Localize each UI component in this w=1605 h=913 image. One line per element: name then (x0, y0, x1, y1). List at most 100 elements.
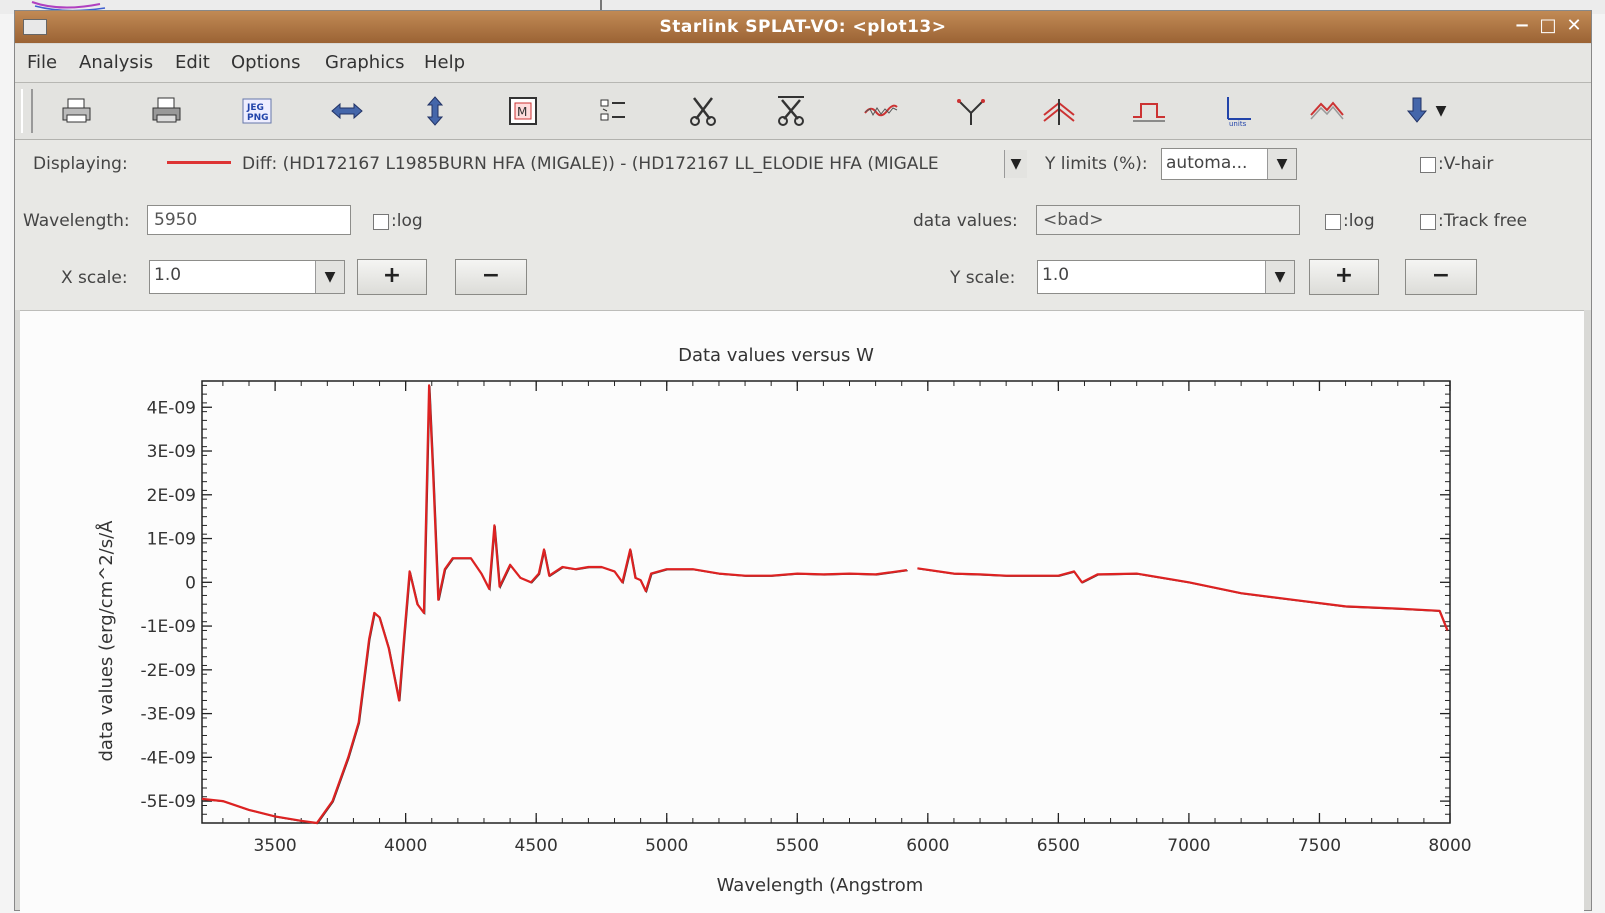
menu-file[interactable]: File (27, 52, 58, 73)
filter-region-button[interactable] (1127, 91, 1171, 131)
y-tick-label: 2E-09 (147, 486, 196, 506)
y-tick-label: 3E-09 (147, 442, 196, 462)
spectrum-shadow-line (918, 568, 1449, 632)
close-icon[interactable]: ✕ (1566, 15, 1582, 36)
fit-width-button[interactable] (325, 91, 369, 131)
download-icon (1406, 97, 1428, 123)
ylimits-value: automa... (1166, 153, 1248, 173)
maximize-icon[interactable]: □ (1539, 15, 1557, 36)
menu-edit[interactable]: Edit (175, 52, 210, 73)
x-tick-label: 5000 (645, 836, 688, 856)
list-icon (600, 99, 625, 121)
y-tick-label: -2E-09 (141, 661, 196, 681)
xscale-plus-button[interactable]: + (357, 259, 427, 295)
xscale-minus-button[interactable]: − (455, 259, 527, 295)
print-file-button[interactable] (145, 91, 189, 131)
chevron-down-icon: ▼ (315, 261, 344, 293)
y-tick-label: -5E-09 (141, 792, 196, 812)
y-tick-label: 0 (185, 573, 196, 593)
xscale-select[interactable]: 1.0 ▼ (149, 260, 345, 294)
splat-vo-plot-window: Starlink SPLAT-VO: <plot13> − □ ✕ File A… (14, 10, 1592, 913)
toolbar-grip[interactable] (21, 89, 33, 133)
jpeg-png-button[interactable]: JEG PNG (235, 91, 279, 131)
spectrum-shadow-line (202, 385, 908, 825)
menu-analysis[interactable]: Analysis (79, 52, 154, 73)
chart-title: Data values versus W (678, 345, 874, 366)
spectrum-name: Diff: (HD172167 L1985BURN HFA (MIGALE)) … (242, 154, 939, 174)
units-button[interactable]: units (1215, 91, 1259, 131)
x-tick-label: 6500 (1037, 836, 1080, 856)
chevron-down-icon: ▼ (1267, 149, 1296, 179)
x-tick-label: 8000 (1428, 836, 1471, 856)
x-axis-label: Wavelength (Angstrom (717, 875, 924, 896)
download-button[interactable] (1395, 91, 1439, 131)
x-tick-label: 3500 (253, 836, 296, 856)
cut-button[interactable] (681, 91, 725, 131)
log-x-label: :log (391, 211, 423, 231)
line-fit-button[interactable] (949, 91, 993, 131)
zoom-region-button[interactable]: M (501, 91, 545, 131)
window-menu-icon[interactable] (23, 19, 47, 35)
menu-graphics[interactable]: Graphics (325, 52, 405, 73)
x-tick-label: 4000 (384, 836, 427, 856)
log-x-checkbox[interactable] (373, 214, 389, 230)
smooth-icon (864, 104, 898, 117)
xscale-label: X scale: (61, 268, 128, 288)
y-axis-label: data values (erg/cm^2/s/Å (95, 520, 117, 762)
yscale-select[interactable]: 1.0 ▼ (1037, 260, 1295, 294)
flux-button[interactable] (1305, 91, 1349, 131)
spectrum-line-1 (201, 384, 908, 825)
cut-all-button[interactable] (769, 91, 813, 131)
print-button[interactable] (55, 91, 99, 131)
background-divider (600, 0, 602, 14)
yscale-minus-button[interactable]: − (1405, 259, 1477, 295)
svg-text:M: M (517, 105, 527, 119)
wavelength-input[interactable] (147, 205, 351, 235)
trackfree-checkbox[interactable] (1420, 214, 1436, 230)
window-title: Starlink SPLAT-VO: <plot13> (659, 17, 947, 37)
cut-all-icon (778, 96, 804, 126)
y-tick-label: 4E-09 (147, 398, 196, 418)
minimize-icon[interactable]: − (1514, 15, 1530, 36)
zoom-region-icon: M (509, 97, 537, 125)
y-tick-label: -1E-09 (141, 617, 196, 637)
y-tick-label: -4E-09 (141, 748, 196, 768)
y-tick-label: -3E-09 (141, 705, 196, 725)
cut-icon (690, 97, 716, 126)
list-button[interactable] (591, 91, 635, 131)
spectrum-selector[interactable]: ▼ (1004, 150, 1027, 178)
xscale-value: 1.0 (154, 265, 182, 285)
spectrum-plot[interactable]: Data values versus W 3500 4000 4500 5000 550… (20, 311, 1584, 911)
menu-options[interactable]: Options (231, 52, 301, 73)
ylimits-select[interactable]: automa... ▼ (1161, 148, 1297, 180)
yscale-label: Y scale: (950, 268, 1016, 288)
plot-canvas[interactable]: Data values versus W 3500 4000 4500 5000 550… (20, 310, 1584, 913)
x-tick-label: 5500 (776, 836, 819, 856)
stack-icon (1043, 99, 1075, 125)
control-panel: Displaying: Diff: (HD172167 L1985BURN HF… (15, 140, 1591, 310)
title-bar[interactable]: Starlink SPLAT-VO: <plot13> − □ ✕ (15, 11, 1591, 43)
toolbar-overflow-icon[interactable]: ▼ (1435, 103, 1447, 119)
vhair-checkbox[interactable] (1420, 157, 1436, 173)
fit-height-icon (426, 96, 444, 126)
log-y-checkbox[interactable] (1325, 214, 1341, 230)
log-y-label: :log (1343, 211, 1375, 231)
x-tick-label: 4500 (515, 836, 558, 856)
x-tick-label: 7000 (1167, 836, 1210, 856)
print-icon (62, 98, 91, 123)
smooth-button[interactable] (859, 91, 903, 131)
wavelength-label: Wavelength: (23, 211, 130, 231)
y-tick-label: 1E-09 (147, 530, 196, 550)
svg-text:JEG: JEG (246, 103, 264, 113)
units-icon: units (1227, 97, 1251, 127)
menu-help[interactable]: Help (424, 52, 466, 73)
svg-text:units: units (1229, 120, 1247, 127)
fit-height-button[interactable] (413, 91, 457, 131)
stack-button[interactable] (1037, 91, 1081, 131)
spectrum-color-swatch (167, 161, 231, 164)
yscale-plus-button[interactable]: + (1309, 259, 1379, 295)
x-tick-label: 7500 (1298, 836, 1341, 856)
x-tick-label: 6000 (906, 836, 949, 856)
line-fit-icon (957, 99, 985, 125)
